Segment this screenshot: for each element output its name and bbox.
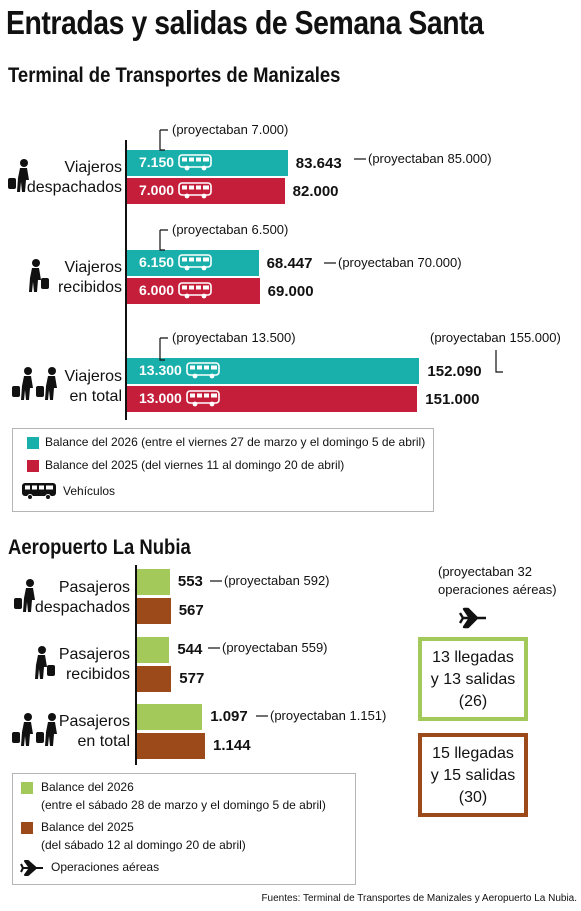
bar-vehicles-label: 7.000	[139, 182, 214, 200]
bar-vehicles-label: 13.000	[139, 390, 222, 408]
traveler-icon	[29, 259, 49, 292]
airport-proj-recibidos: (proyectaban 559)	[222, 640, 328, 655]
terminal-proj-vehicles-total: (proyectaban 13.500)	[172, 330, 296, 345]
bar-2025	[137, 733, 205, 759]
travelers-group-icon	[12, 713, 57, 746]
bus-icon	[22, 483, 56, 500]
airport-section-title: Aeropuerto La Nubia	[8, 536, 191, 559]
airport-row-label-recibidos: Pasajeros recibidos	[58, 646, 130, 683]
bar-value-label: 1.097	[210, 708, 248, 725]
terminal-proj-travelers-total: (proyectaban 155.000)	[430, 330, 561, 345]
terminal-legend: Balance del 2026 (entre el viernes 27 de…	[12, 428, 434, 512]
terminal-row-label-recibidos: Viajeros recibidos	[57, 259, 122, 296]
terminal-axis	[125, 140, 127, 420]
page-title: Entradas y salidas de Semana Santa	[6, 4, 484, 41]
bar-vehicles-label: 6.150	[139, 254, 214, 272]
bar-value-label: 68.447	[266, 255, 313, 272]
bar-vehicles-label: 7.150	[139, 154, 214, 172]
airport-proj-total: (proyectaban 1.151)	[270, 708, 387, 723]
legend-label-vehicles: Vehículos	[63, 484, 116, 498]
bar-value-label: 152.090	[427, 363, 482, 380]
legend-label-2026-dates: (entre el sábado 28 de marzo y el doming…	[41, 798, 326, 812]
terminal-proj-travelers-despachados: (proyectaban 85.000)	[368, 151, 492, 166]
legend-label-2025: Balance del 2025	[41, 820, 134, 834]
airplane-icon	[458, 607, 486, 629]
bar-value-label: 567	[178, 602, 204, 619]
bar-2025	[137, 666, 172, 692]
bar-2025: 6.000	[127, 278, 260, 304]
bar-value-label: 83.643	[295, 155, 342, 172]
bar-2025: 7.000	[127, 178, 285, 204]
bar-value-label: 544	[177, 641, 203, 658]
traveler-icon	[8, 159, 29, 192]
bar-2025: 13.000	[127, 386, 418, 412]
legend-label-ops: Operaciones aéreas	[51, 860, 160, 874]
terminal-section-title: Terminal de Transportes de Manizales	[8, 64, 341, 87]
bar-value-label: 577	[179, 670, 205, 687]
ops-box-2026: 13 llegadas y 13 salidas (26)	[418, 637, 528, 721]
traveler-icon	[14, 579, 35, 612]
legend-label-2025-dates: (del sábado 12 al domingo 20 de abril)	[41, 838, 246, 852]
bar-2026	[137, 637, 170, 663]
source-note: Fuentes: Terminal de Transportes de Mani…	[261, 893, 577, 904]
airport-proj-despachados: (proyectaban 592)	[224, 573, 330, 588]
airport-row-label-despachados: Pasajeros despachados	[34, 579, 130, 616]
legend-label-2025: Balance del 2025 (del viernes 11 al domi…	[45, 458, 345, 472]
legend-swatch-2025	[27, 460, 39, 472]
traveler-icon	[35, 646, 55, 679]
terminal-proj-vehicles-despachados: (proyectaban 7.000)	[172, 122, 289, 137]
bar-value-label: 69.000	[267, 283, 314, 300]
airport-legend: Balance del 2026 (entre el sábado 28 de …	[12, 773, 356, 885]
legend-swatch-2026	[21, 782, 33, 794]
legend-swatch-2026	[27, 437, 39, 449]
bar-2026: 6.150	[127, 250, 259, 276]
ops-projection-line1: (proyectaban 32	[438, 564, 532, 579]
bar-2026: 13.300	[127, 358, 420, 384]
bar-value-label: 1.144	[213, 737, 251, 754]
ops-box-2025: 15 llegadas y 15 salidas (30)	[418, 733, 528, 817]
terminal-proj-vehicles-recibidos: (proyectaban 6.500)	[172, 222, 289, 237]
terminal-row-label-total: Viajeros en total	[64, 368, 122, 405]
legend-label-2026: Balance del 2026	[41, 780, 134, 794]
terminal-proj-travelers-recibidos: (proyectaban 70.000)	[338, 255, 462, 270]
terminal-row-label-despachados: Viajeros despachados	[26, 159, 122, 196]
airport-projection-leaders	[208, 580, 268, 717]
ops-projection-line2: operaciones aéreas)	[438, 582, 557, 597]
bar-value-label: 553	[177, 573, 203, 590]
airport-axis	[135, 565, 137, 765]
bar-2026	[137, 704, 203, 730]
bar-vehicles-label: 13.300	[139, 362, 222, 380]
legend-label-2026: Balance del 2026 (entre el viernes 27 de…	[45, 435, 426, 449]
bar-value-label: 82.000	[292, 183, 339, 200]
travelers-group-icon	[12, 367, 57, 400]
bar-vehicles-label: 6.000	[139, 282, 214, 300]
airport-row-label-total: Pasajeros en total	[58, 713, 130, 750]
terminal-projection-leaders	[159, 129, 503, 373]
bar-value-label: 151.000	[425, 391, 480, 408]
bar-2026	[137, 569, 170, 595]
bar-2026: 7.150	[127, 150, 288, 176]
airplane-icon	[20, 860, 43, 876]
legend-swatch-2025	[21, 822, 33, 834]
bar-2025	[137, 598, 171, 624]
